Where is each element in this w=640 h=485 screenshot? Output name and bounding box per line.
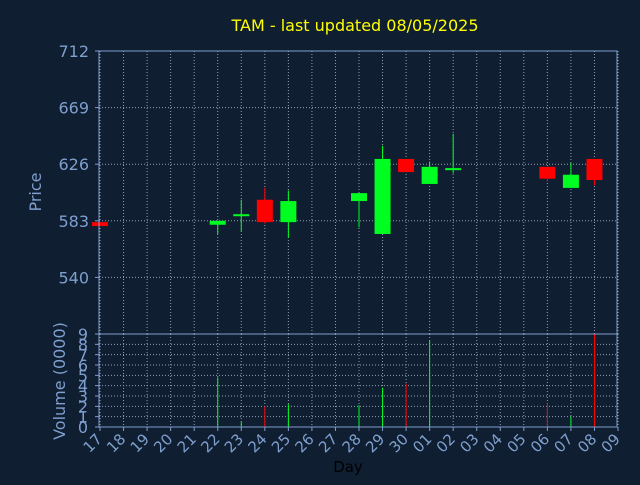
x-tick-label: 28 xyxy=(339,430,365,456)
chart-title: TAM - last updated 08/05/2025 xyxy=(230,16,478,35)
x-tick-label: 09 xyxy=(598,430,624,456)
x-tick-label: 05 xyxy=(503,430,529,456)
price-tick-label: 626 xyxy=(58,155,89,174)
volume-tick-label: 7 xyxy=(78,346,88,365)
price-tick-label: 583 xyxy=(58,212,89,231)
candle-body xyxy=(92,222,108,227)
x-tick-label: 30 xyxy=(386,430,412,456)
price-grid xyxy=(99,50,619,334)
x-tick-label: 27 xyxy=(315,430,341,456)
x-tick-label: 04 xyxy=(480,430,506,456)
volume-tick-label: 9 xyxy=(78,325,88,344)
x-tick-label: 01 xyxy=(409,430,435,456)
x-tick-label: 20 xyxy=(150,430,176,456)
x-tick-label: 07 xyxy=(551,430,577,456)
candle-body xyxy=(586,158,603,180)
x-tick-label: 29 xyxy=(362,430,388,456)
x-tick-label: 22 xyxy=(197,430,223,456)
volume-tick-label: 0 xyxy=(78,418,88,437)
x-tick-label: 18 xyxy=(103,430,129,456)
candle-body xyxy=(233,214,250,217)
volume-tick-label: 3 xyxy=(78,387,88,406)
x-tick-label: 19 xyxy=(127,430,153,456)
candle-body xyxy=(374,158,391,234)
x-tick-label: 21 xyxy=(174,430,200,456)
price-panel-frame xyxy=(98,50,618,335)
candle-body xyxy=(421,166,438,184)
x-tick-label: 08 xyxy=(574,430,600,456)
x-tick-label: 25 xyxy=(268,430,294,456)
candle-body xyxy=(562,174,579,188)
volume-panel-frame xyxy=(98,333,618,428)
x-tick-label: 26 xyxy=(292,430,318,456)
candle-body xyxy=(351,193,367,202)
x-axis-label: Day xyxy=(333,458,363,476)
x-tick-label: 06 xyxy=(527,430,553,456)
volume-tick-label: 8 xyxy=(78,335,88,354)
x-tick-label: 23 xyxy=(221,430,247,456)
x-tick-label: 24 xyxy=(244,430,270,456)
candle-body xyxy=(256,199,273,223)
volume-tick-label: 5 xyxy=(78,366,88,385)
volume-tick-label: 2 xyxy=(78,397,88,416)
x-ticks: 1718192021222324252627282930010203040506… xyxy=(80,427,624,456)
candle-body xyxy=(209,220,226,225)
price-tick-label: 540 xyxy=(58,268,89,287)
price-tick-label: 669 xyxy=(58,99,89,118)
candles xyxy=(92,133,603,238)
price-tick-label: 712 xyxy=(58,42,89,61)
volume-tick-label: 1 xyxy=(78,408,88,427)
x-tick-label: 02 xyxy=(433,430,459,456)
candle-body xyxy=(445,168,462,171)
x-tick-label: 03 xyxy=(456,430,482,456)
candle-body xyxy=(539,166,556,179)
candle-body xyxy=(398,158,415,173)
candle-body xyxy=(280,201,297,223)
volume-bars xyxy=(217,334,595,427)
volume-tick-label: 6 xyxy=(78,356,88,375)
volume-axis-label: Volume (0000) xyxy=(50,322,69,440)
price-axis-label: Price xyxy=(26,172,45,211)
price-y-ticks: 712 669 626 583 540 xyxy=(58,42,99,287)
volume-tick-label: 4 xyxy=(78,377,88,396)
